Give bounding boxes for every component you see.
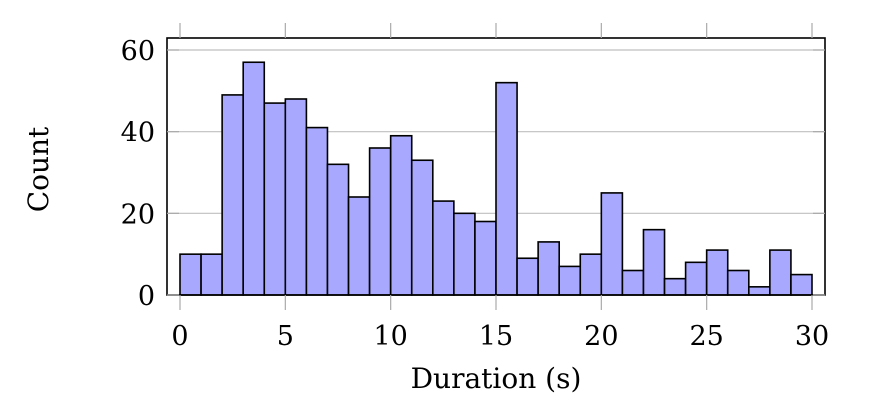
histogram-bar: 22-23: 16 [642, 228, 666, 296]
histogram-bar: 7-8: 32 [326, 163, 350, 296]
x-tick-label: 25 [689, 321, 723, 352]
x-tick-label: 20 [584, 321, 618, 352]
y-tick-label: 60 [121, 36, 155, 67]
histogram-bar: 3-4: 57 [242, 61, 266, 296]
histogram-bar: 12-13: 23 [431, 200, 455, 296]
x-tick-label: 30 [795, 321, 829, 352]
x-axis-ticks: 0 5 10 15 20 25 30 [171, 23, 829, 352]
histogram-bar: 25-26: 11 [705, 249, 729, 296]
y-tick-label: 40 [121, 118, 155, 149]
y-axis-ticks: 0 20 40 60 [121, 36, 825, 312]
histogram-bar: 21-22: 6 [621, 269, 645, 296]
histogram-bar: 24-25: 8 [684, 261, 708, 296]
y-axis-title: Count [22, 126, 55, 212]
histogram-bar: 19-20: 10 [579, 253, 603, 296]
histogram-bar: 15-16: 52 [495, 81, 518, 296]
histogram-bar: 1-2: 10 [200, 253, 223, 296]
histogram-bar: 9-10: 36 [368, 147, 392, 296]
histogram-bar: 28-29: 11 [769, 249, 792, 296]
histogram-bar: 26-27: 6 [726, 269, 750, 296]
x-axis-title: Duration (s) [411, 362, 582, 395]
histogram-bar: 17-18: 13 [537, 241, 561, 296]
y-tick-label: 0 [138, 281, 155, 312]
histogram-bar: 11-12: 33 [410, 159, 434, 296]
histogram-bar: 4-5: 47 [263, 102, 287, 296]
histogram-bar: 23-24: 4 [663, 277, 687, 296]
x-tick-label: 5 [277, 321, 294, 352]
histogram-bar: 29-30: 5 [790, 273, 813, 296]
histogram-bar: 14-15: 18 [474, 220, 497, 296]
histogram-bar: 0-1: 10 [179, 253, 202, 296]
y-tick-label: 20 [121, 199, 155, 230]
histogram-bar: 2-3: 49 [221, 94, 244, 296]
histogram-bar: 10-11: 39 [389, 134, 413, 296]
histogram-bar: 16-17: 9 [516, 257, 539, 296]
histogram-bar: 27-28: 2 [747, 286, 771, 296]
x-tick-label: 15 [479, 321, 513, 352]
histogram-bar: 13-14: 20 [453, 212, 476, 296]
histogram-bars: 0-1: 101-2: 102-3: 493-4: 574-5: 475-6: … [179, 61, 813, 296]
histogram-bar: 8-9: 24 [347, 196, 371, 296]
histogram-bar: 5-6: 48 [284, 98, 308, 296]
histogram-bar: 20-21: 25 [600, 192, 624, 296]
x-tick-label: 10 [373, 321, 407, 352]
histogram-bar: 6-7: 41 [305, 126, 329, 296]
x-tick-label: 0 [171, 321, 188, 352]
histogram-bar: 18-19: 7 [558, 265, 582, 296]
